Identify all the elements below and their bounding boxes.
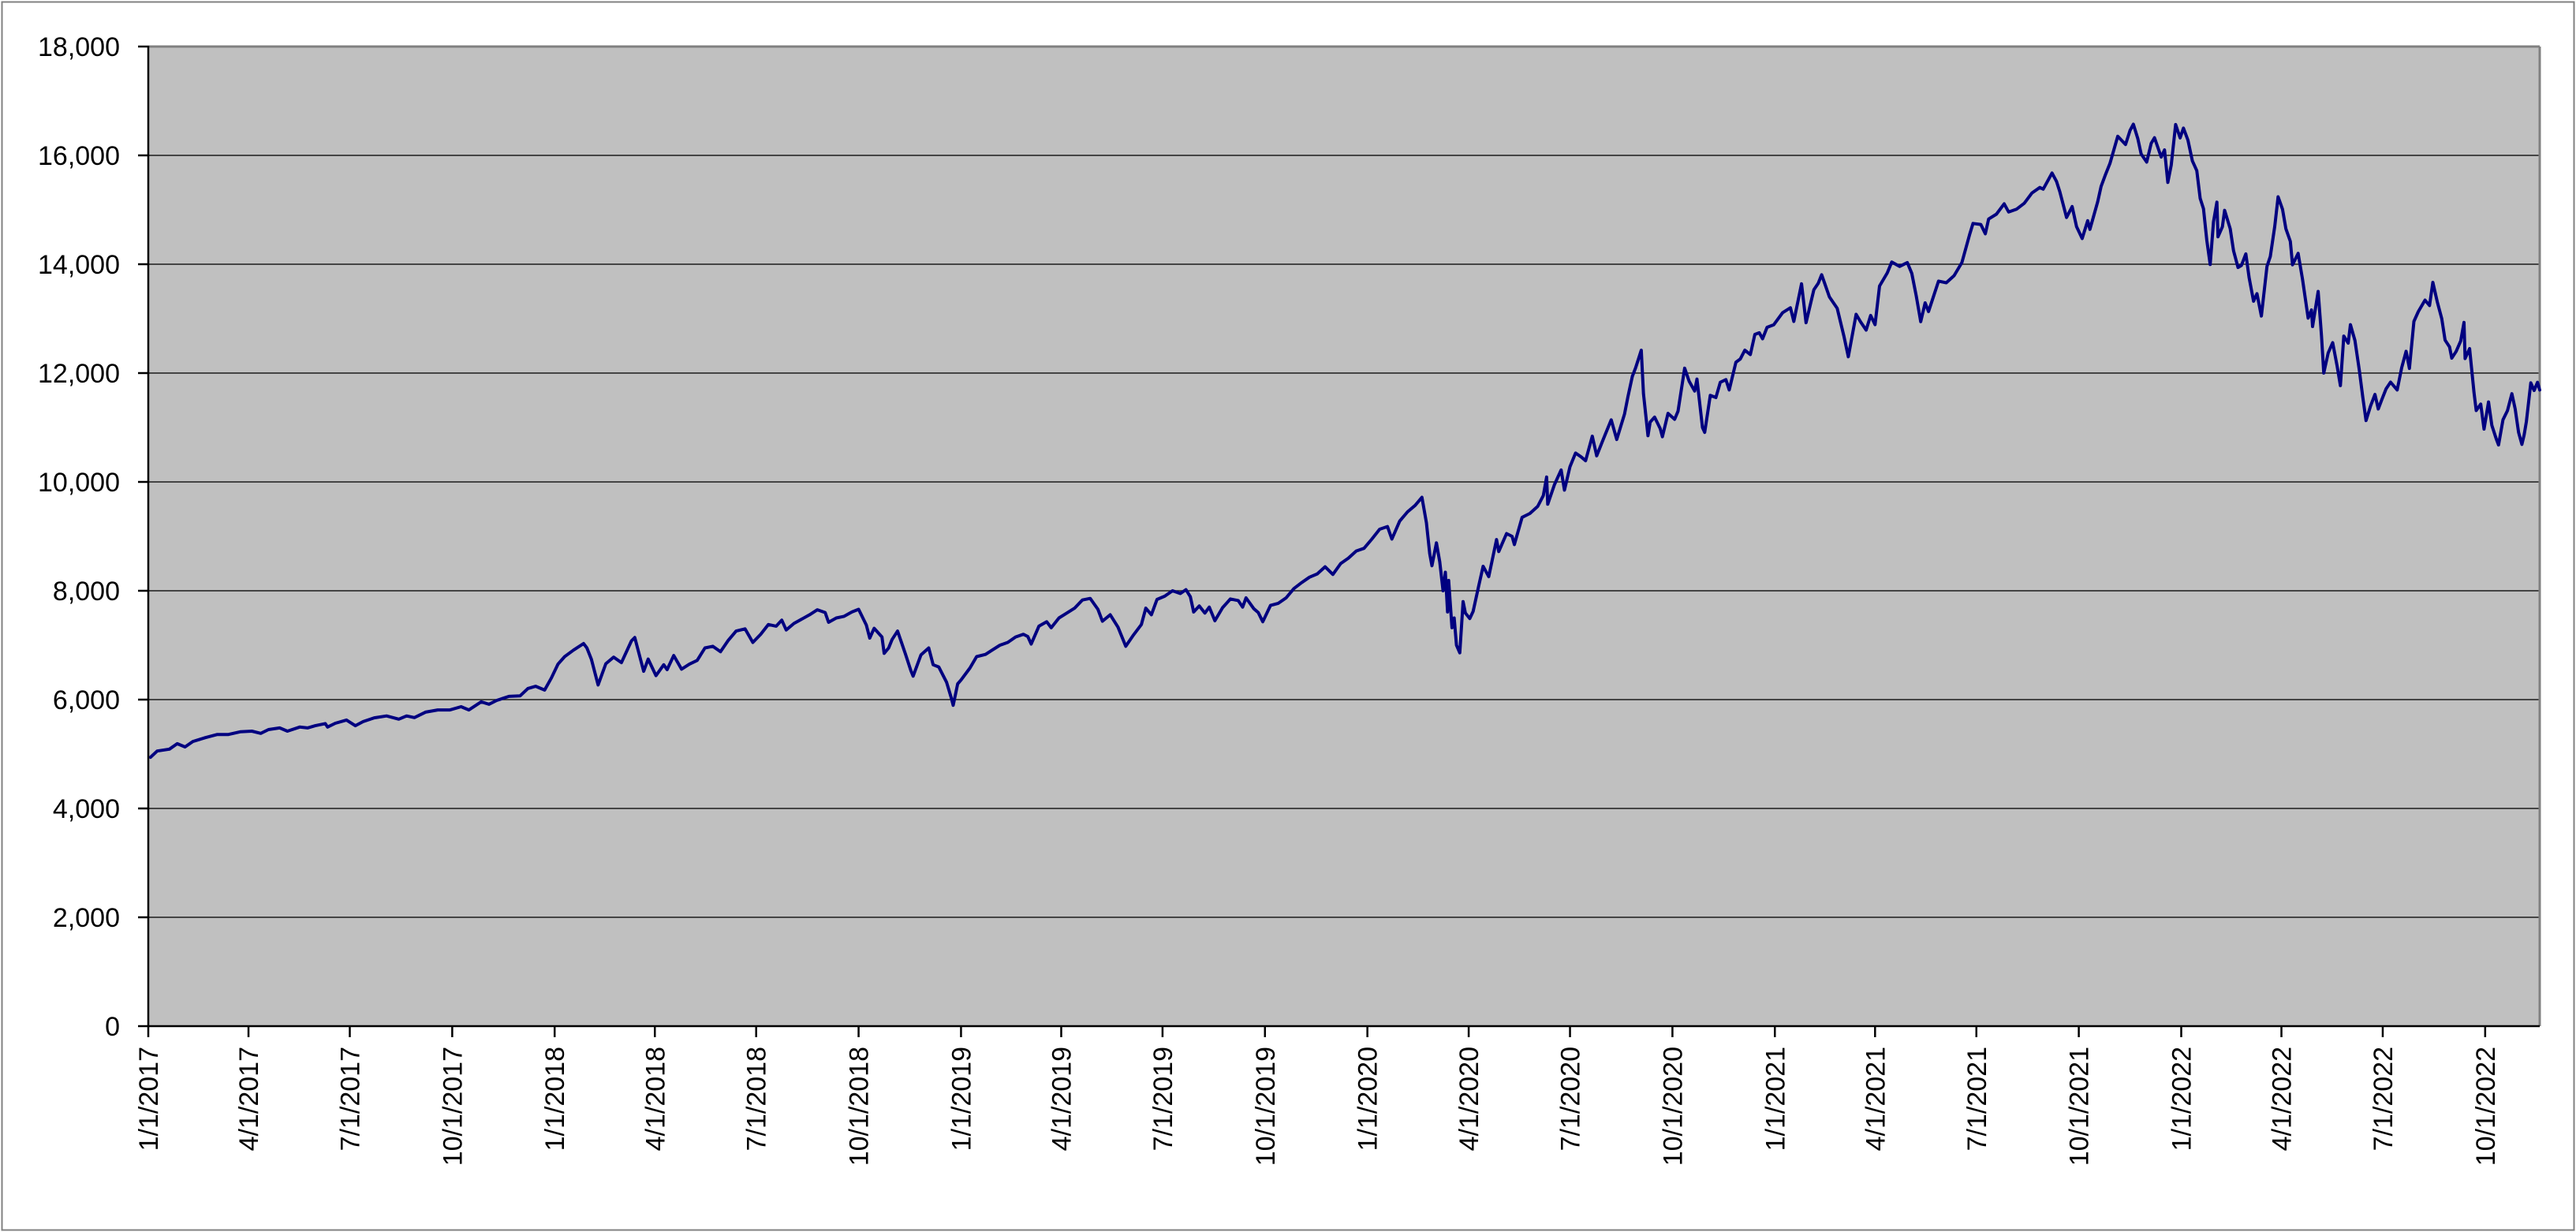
x-axis-label: 7/1/2022 bbox=[2369, 1047, 2399, 1151]
y-axis-label: 6,000 bbox=[53, 685, 120, 715]
x-axis-label: 4/1/2017 bbox=[234, 1047, 264, 1151]
series-polyline bbox=[148, 122, 2541, 760]
y-axis-label: 4,000 bbox=[53, 794, 120, 824]
plot-area-fill bbox=[148, 47, 2540, 1026]
x-axis-label: 7/1/2018 bbox=[742, 1047, 772, 1151]
x-axis-labels: 1/1/2017 4/1/2017 7/1/2017 10/1/2017 1/1/201… bbox=[134, 1047, 2501, 1166]
plot-area bbox=[148, 47, 2540, 1026]
x-axis-label: 10/1/2017 bbox=[438, 1047, 468, 1166]
axis-ticks bbox=[138, 45, 2487, 1037]
x-axis-label: 7/1/2017 bbox=[335, 1047, 365, 1151]
x-axis-label: 10/1/2020 bbox=[1658, 1047, 1688, 1166]
x-axis-label: 4/1/2022 bbox=[2268, 1047, 2298, 1151]
y-axis-label: 0 bbox=[105, 1012, 120, 1042]
x-axis-label: 4/1/2020 bbox=[1454, 1047, 1484, 1151]
y-axis-label: 8,000 bbox=[53, 577, 120, 607]
y-axis-label: 18,000 bbox=[38, 32, 120, 62]
x-axis-label: 7/1/2020 bbox=[1556, 1047, 1586, 1151]
y-axis-label: 2,000 bbox=[53, 903, 120, 933]
x-axis-label: 1/1/2021 bbox=[1760, 1047, 1790, 1151]
axes bbox=[147, 46, 2540, 1028]
x-axis-label: 10/1/2021 bbox=[2065, 1047, 2095, 1166]
x-axis-label: 1/1/2020 bbox=[1353, 1047, 1383, 1151]
y-axis-label: 12,000 bbox=[38, 359, 120, 389]
x-axis-label: 4/1/2018 bbox=[640, 1047, 670, 1151]
x-axis-label: 7/1/2019 bbox=[1148, 1047, 1178, 1151]
data-series-line bbox=[148, 122, 2541, 760]
x-axis-label: 7/1/2021 bbox=[1962, 1047, 1992, 1151]
x-axis-label: 10/1/2019 bbox=[1251, 1047, 1281, 1166]
x-axis-label: 1/1/2017 bbox=[134, 1047, 164, 1151]
x-axis-label: 1/1/2019 bbox=[946, 1047, 976, 1151]
y-axis-label: 14,000 bbox=[38, 250, 120, 280]
y-axis-label: 16,000 bbox=[38, 141, 120, 171]
x-axis-label: 10/1/2018 bbox=[845, 1047, 875, 1166]
x-axis-label: 4/1/2019 bbox=[1047, 1047, 1077, 1151]
x-axis-label: 1/1/2022 bbox=[2167, 1047, 2197, 1151]
y-axis-label: 10,000 bbox=[38, 468, 120, 498]
x-axis-label: 10/1/2022 bbox=[2471, 1047, 2501, 1166]
x-axis-label: 1/1/2018 bbox=[540, 1047, 570, 1151]
x-axis-label: 4/1/2021 bbox=[1861, 1047, 1891, 1151]
y-axis-labels: 18,000 16,000 14,000 12,000 10,000 8,000 6,000… bbox=[38, 32, 120, 1042]
